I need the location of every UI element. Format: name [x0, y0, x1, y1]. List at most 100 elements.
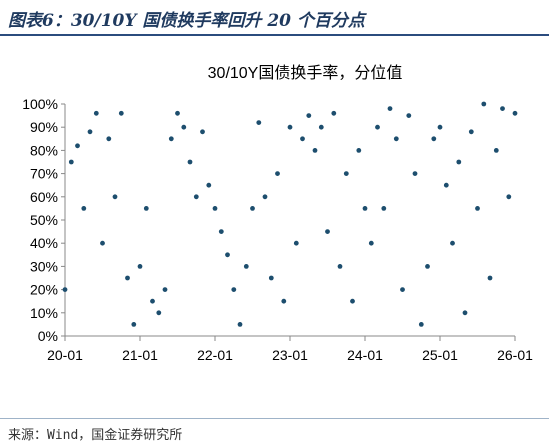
data-point — [75, 143, 80, 149]
source-note: 来源：Wind，国金证券研究所 — [8, 428, 183, 443]
data-point — [381, 206, 387, 211]
data-point — [506, 194, 512, 200]
data-point — [250, 206, 255, 211]
data-point — [300, 136, 305, 142]
data-point — [418, 322, 424, 327]
data-point — [312, 148, 318, 153]
data-point — [325, 229, 330, 235]
data-point — [337, 264, 343, 269]
y-tick-label: 0% — [38, 328, 58, 344]
data-point — [256, 120, 262, 125]
data-point — [493, 148, 499, 153]
y-tick-label: 30% — [30, 258, 58, 274]
data-points — [62, 101, 518, 327]
data-point — [68, 159, 74, 165]
data-point — [362, 206, 368, 211]
data-point — [456, 159, 462, 165]
data-point — [218, 229, 224, 235]
data-point — [268, 275, 274, 281]
data-point — [175, 110, 180, 116]
data-point — [487, 275, 493, 281]
data-point — [162, 287, 168, 292]
data-point — [118, 110, 124, 116]
data-point — [281, 298, 287, 304]
data-point — [443, 182, 449, 188]
data-point — [137, 264, 143, 269]
y-tick-label: 20% — [30, 282, 58, 298]
data-point — [181, 124, 187, 130]
source-rule — [0, 418, 549, 419]
data-point — [375, 124, 380, 130]
chart-svg: 30/10Y国债换手率，分位值 0% 10% 20% 30% 40% 50% 60% 70% 8… — [22, 64, 533, 363]
data-point — [306, 113, 312, 118]
data-point — [500, 106, 505, 111]
y-tick-label: 70% — [30, 166, 58, 182]
data-point — [87, 129, 93, 135]
y-axis: 0% 10% 20% 30% 40% 50% 60% 70% 80% 90% 100% — [22, 96, 66, 344]
x-tick-label: 23-01 — [272, 347, 308, 363]
data-point — [475, 206, 480, 211]
data-point — [125, 275, 130, 281]
data-point — [287, 124, 293, 130]
data-point — [237, 322, 243, 327]
x-tick-label: 25-01 — [422, 347, 458, 363]
y-tick-label: 100% — [22, 96, 58, 112]
data-point — [81, 206, 87, 211]
data-point — [368, 240, 374, 246]
data-point — [243, 264, 249, 269]
data-point — [225, 252, 230, 258]
figure-title: 图表6：30/10Y 国债换手率回升 20 个百分点 — [8, 11, 365, 31]
data-point — [406, 113, 412, 118]
data-point — [393, 136, 399, 142]
x-tick-label: 24-01 — [347, 347, 383, 363]
data-point — [512, 110, 518, 116]
data-point — [212, 206, 218, 211]
x-tick-label: 22-01 — [197, 347, 233, 363]
data-point — [62, 287, 68, 292]
data-point — [93, 110, 99, 116]
data-point — [450, 240, 455, 246]
data-point — [206, 182, 212, 188]
data-point — [187, 159, 193, 165]
data-point — [462, 310, 468, 316]
data-point — [262, 194, 268, 200]
data-point — [275, 171, 280, 177]
data-point — [318, 124, 324, 130]
title-rule — [0, 34, 549, 36]
y-tick-label: 80% — [30, 142, 58, 158]
data-point — [481, 101, 487, 107]
data-point — [350, 298, 355, 304]
chart: 30/10Y国债换手率，分位值 0% 10% 20% 30% 40% 50% 60% 70% 8… — [0, 40, 549, 415]
data-point — [156, 310, 162, 316]
data-point — [356, 148, 362, 153]
data-point — [331, 110, 337, 116]
data-point — [400, 287, 405, 292]
data-point — [150, 298, 155, 304]
data-point — [343, 171, 349, 177]
data-point — [143, 206, 149, 211]
y-tick-label: 10% — [30, 305, 58, 321]
data-point — [106, 136, 112, 142]
data-point — [131, 322, 137, 327]
data-point — [425, 264, 430, 269]
data-point — [112, 194, 118, 200]
x-axis: 20-01 21-01 22-01 23-01 24-01 25-01 26-01 — [47, 335, 533, 363]
data-point — [193, 194, 199, 200]
data-point — [231, 287, 237, 292]
data-point — [168, 136, 174, 142]
chart-title: 30/10Y国债换手率，分位值 — [208, 64, 403, 82]
x-tick-label: 26-01 — [497, 347, 533, 363]
data-point — [412, 171, 418, 177]
data-point — [293, 240, 299, 246]
data-point — [431, 136, 437, 142]
data-point — [100, 240, 105, 246]
x-tick-label: 20-01 — [47, 347, 83, 363]
y-tick-label: 90% — [30, 119, 58, 135]
y-tick-label: 40% — [30, 235, 58, 251]
data-point — [437, 124, 443, 130]
y-tick-label: 50% — [30, 212, 58, 228]
x-tick-label: 21-01 — [122, 347, 158, 363]
y-tick-label: 60% — [30, 189, 58, 205]
data-point — [468, 129, 474, 135]
data-point — [387, 106, 393, 111]
